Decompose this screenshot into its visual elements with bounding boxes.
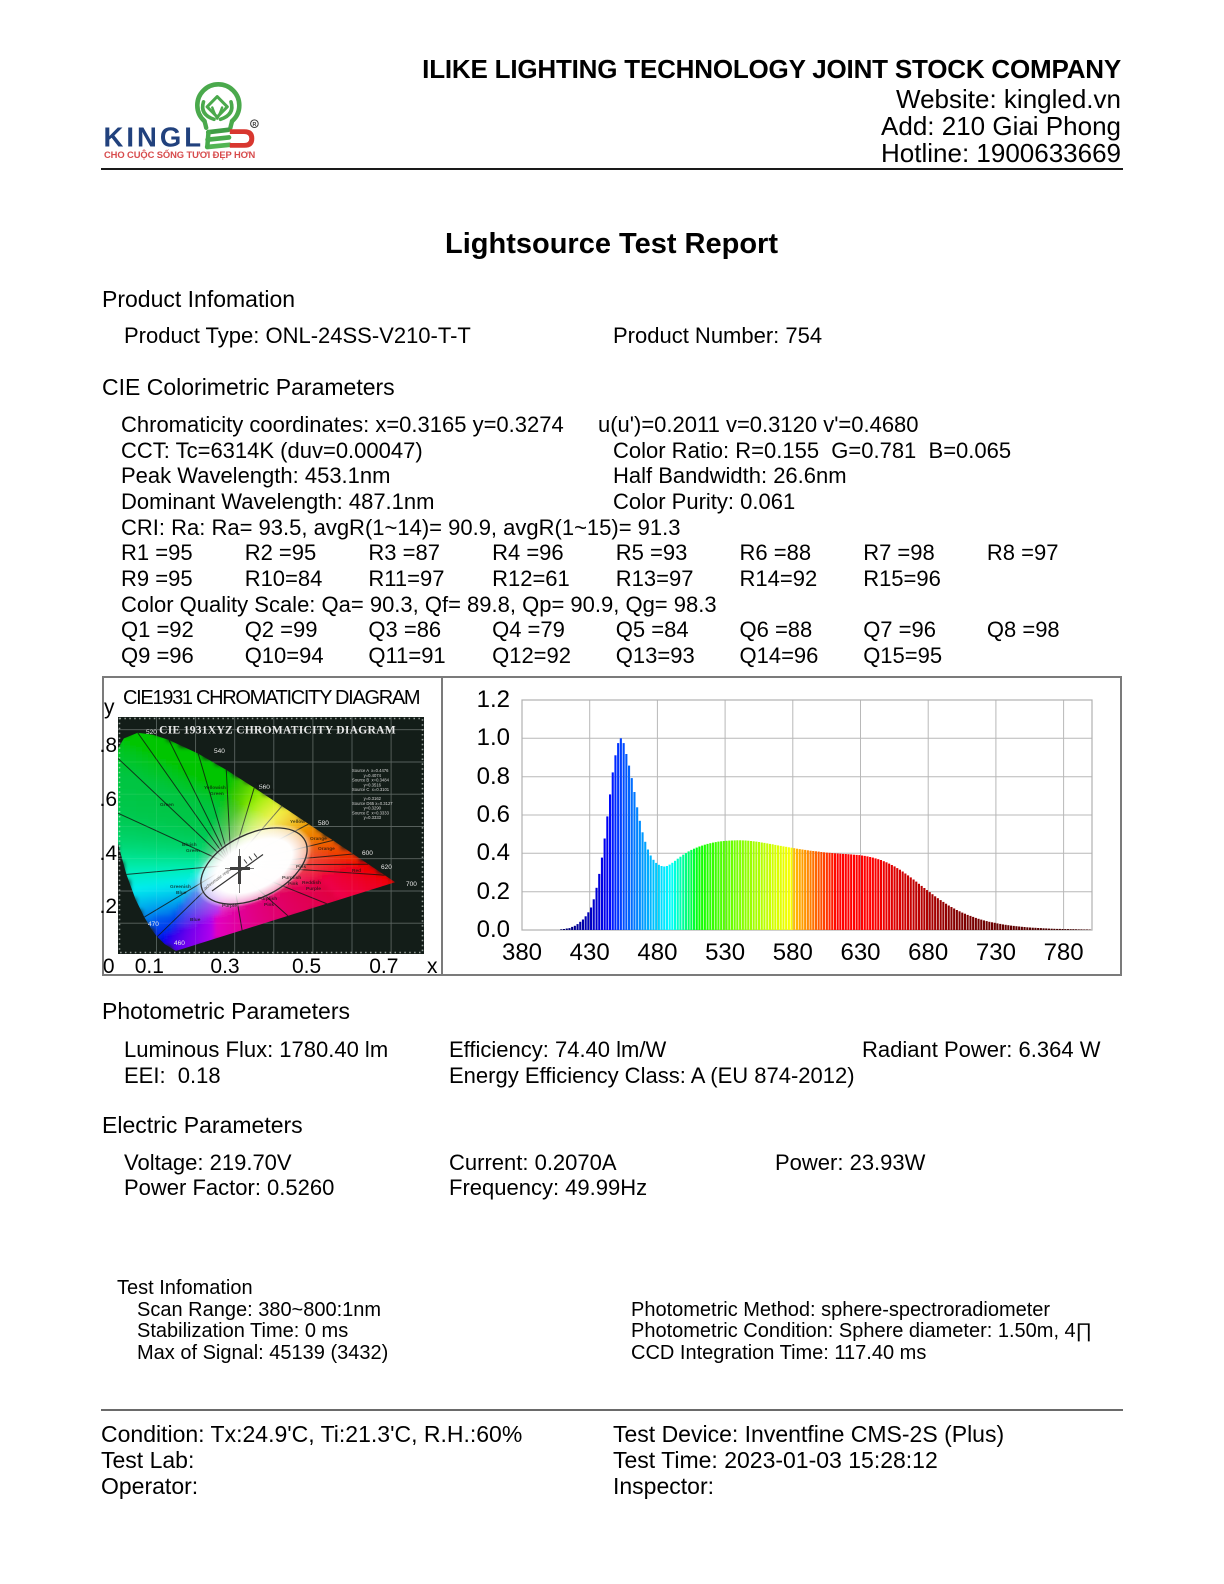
- svg-text:Purplish: Purplish: [258, 896, 277, 902]
- svg-text:580: 580: [318, 820, 329, 827]
- svg-text:KINGL: KINGL: [104, 122, 205, 153]
- svg-text:Purple: Purple: [222, 903, 237, 909]
- svg-text:Reddish: Reddish: [302, 880, 321, 886]
- svg-text:Yellowish: Yellowish: [204, 785, 226, 791]
- svg-text:Green: Green: [260, 787, 274, 793]
- svg-text:Pink: Pink: [264, 902, 274, 908]
- svg-text:Yellow: Yellow: [256, 781, 271, 787]
- svg-text:CIE 1931XYZ CHROMATICITY DIAGR: CIE 1931XYZ CHROMATICITY DIAGRAM: [159, 725, 396, 737]
- svg-text:Orange: Orange: [318, 846, 335, 852]
- svg-text:Blue: Blue: [176, 890, 187, 896]
- svg-text:Yellow: Yellow: [290, 819, 305, 825]
- svg-text:y=0.3290: y=0.3290: [352, 806, 382, 811]
- svg-text:Green: Green: [186, 848, 200, 854]
- svg-text:y=0.3333: y=0.3333: [352, 815, 382, 820]
- svg-text:y=0.3516: y=0.3516: [352, 782, 382, 787]
- svg-text:620: 620: [381, 864, 392, 871]
- svg-text:Red: Red: [352, 868, 361, 874]
- svg-text:Green: Green: [210, 791, 224, 797]
- svg-text:520: 520: [146, 729, 157, 736]
- svg-text:R: R: [252, 122, 256, 128]
- svg-text:700: 700: [406, 881, 417, 888]
- svg-text:Pink: Pink: [296, 864, 306, 870]
- svg-text:Orange: Orange: [310, 836, 327, 842]
- svg-text:470: 470: [148, 921, 159, 928]
- svg-text:Source B x=0.3484: Source B x=0.3484: [352, 778, 390, 783]
- svg-text:Bluish: Bluish: [182, 842, 197, 848]
- svg-text:Purple: Purple: [306, 886, 321, 892]
- svg-text:Source A x=0.4476: Source A x=0.4476: [352, 768, 389, 773]
- svg-text:Source C x=0.3101: Source C x=0.3101: [352, 787, 390, 792]
- svg-text:Blue: Blue: [190, 917, 201, 923]
- svg-text:460: 460: [174, 940, 185, 947]
- svg-text:Greenish: Greenish: [170, 884, 191, 890]
- svg-text:Source E x=0.3333: Source E x=0.3333: [352, 810, 390, 815]
- svg-text:540: 540: [214, 748, 225, 755]
- svg-text:Pink: Pink: [288, 881, 298, 887]
- svg-text:600: 600: [362, 850, 373, 857]
- svg-text:y=0.3162: y=0.3162: [352, 796, 382, 801]
- svg-text:Source D65 x=0.3127: Source D65 x=0.3127: [352, 801, 393, 806]
- svg-text:Green: Green: [160, 802, 174, 808]
- svg-text:y=0.4074: y=0.4074: [352, 773, 382, 778]
- svg-text:Purplish: Purplish: [282, 875, 301, 881]
- svg-text:560: 560: [259, 784, 270, 791]
